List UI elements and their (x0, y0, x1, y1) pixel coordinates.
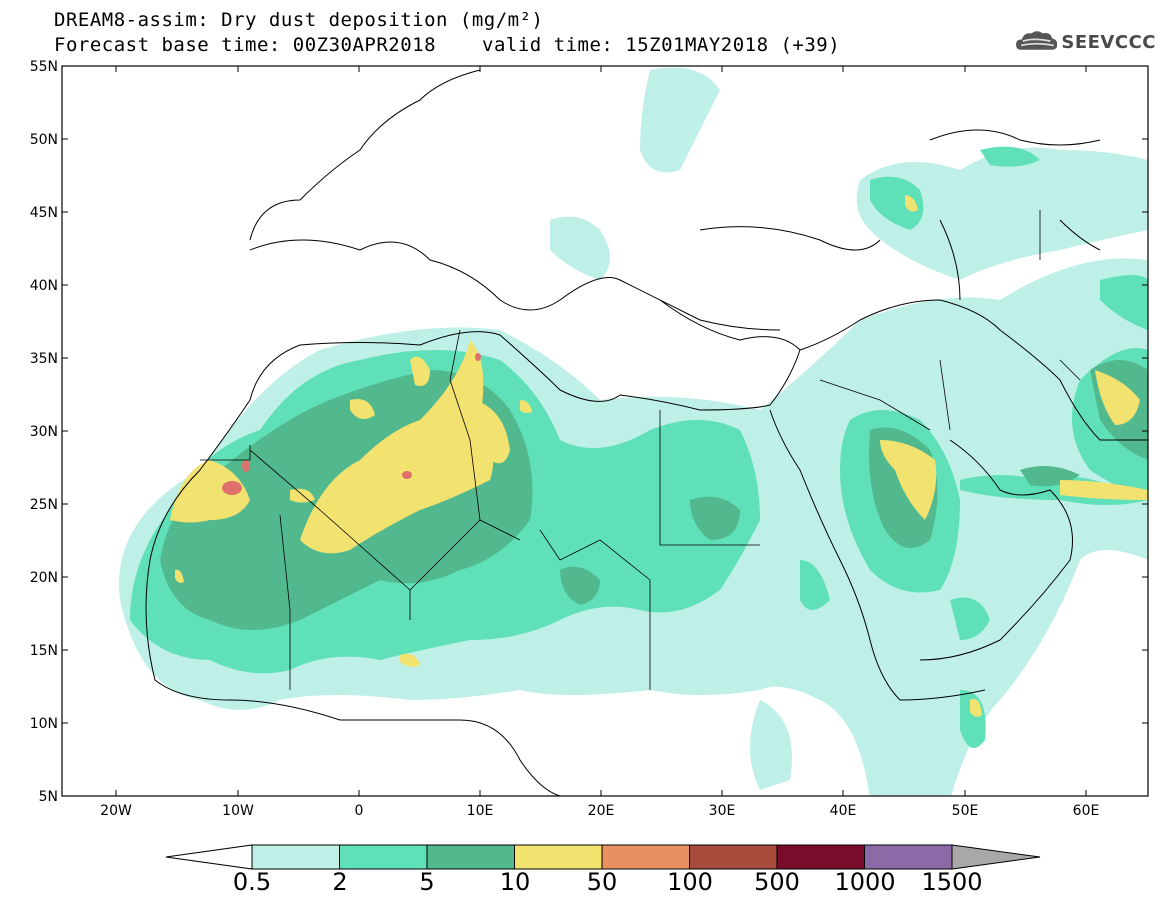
lat-label: 40N (30, 278, 58, 294)
colorbar-box (426, 844, 515, 870)
lon-label: 30E (709, 803, 736, 819)
logo-text: SEEVCCC (1061, 31, 1156, 53)
lat-label: 15N (30, 643, 58, 659)
lat-label: 10N (30, 716, 58, 732)
lat-label: 35N (30, 351, 58, 367)
field-level-10 (170, 195, 1148, 717)
colorbar-label: 1500 (921, 868, 983, 896)
colorbar-boxes (251, 844, 953, 870)
colorbar-left-arrow (165, 844, 253, 870)
lon-label: 60E (1073, 803, 1100, 819)
chart-title: DREAM8-assim: Dry dust deposition (mg/m²… (54, 9, 544, 31)
colorbar-label: 0.5 (232, 868, 272, 896)
colorbar-label: 500 (754, 868, 800, 896)
lon-label: 20E (588, 803, 615, 819)
colorbar-label: 10 (499, 868, 531, 896)
lat-label: 20N (30, 570, 58, 586)
lat-label: 5N (39, 789, 58, 805)
colorbar-box (339, 844, 428, 870)
coastlines (145, 69, 1148, 796)
lat-label: 50N (30, 132, 58, 148)
lon-label: 20W (100, 803, 132, 819)
longitude-labels: 20W 10W 0 10E 20E 30E 40E 50E 60E (100, 803, 1099, 819)
colorbar-box (776, 844, 865, 870)
colorbar-box (601, 844, 690, 870)
lat-label: 45N (30, 205, 58, 221)
dust-fields (119, 67, 1148, 796)
latitude-labels: 55N 50N 45N 40N 35N 30N 25N 20N 15N 10N … (30, 59, 58, 805)
colorbar-box (864, 844, 953, 870)
cloud-icon (1016, 31, 1058, 50)
lon-label: 50E (952, 803, 979, 819)
axis-ticks (62, 65, 1148, 797)
lat-label: 25N (30, 497, 58, 513)
lon-label: 0 (355, 803, 364, 819)
colorbar-label: 2 (332, 868, 348, 896)
colorbar-label: 5 (419, 868, 435, 896)
country-borders (200, 210, 1081, 690)
colorbar (165, 844, 1041, 870)
colorbar-box (251, 844, 340, 870)
colorbar-box (514, 844, 603, 870)
lon-label: 10W (222, 803, 254, 819)
colorbar-right-arrow (951, 844, 1041, 870)
colorbar-label: 1000 (834, 868, 896, 896)
colorbar-label: 100 (667, 868, 713, 896)
colorbar-label: 50 (586, 868, 618, 896)
lat-label: 30N (30, 424, 58, 440)
lat-label: 55N (30, 59, 58, 75)
field-level-50 (222, 353, 481, 495)
colorbar-box (689, 844, 778, 870)
valid-time: valid time: 15Z01MAY2018 (+39) (482, 34, 841, 56)
seevccc-logo: SEEVCCC (1016, 25, 1156, 59)
lon-label: 40E (830, 803, 857, 819)
lon-label: 10E (467, 803, 494, 819)
forecast-base-time: Forecast base time: 00Z30APR2018 (54, 34, 437, 56)
